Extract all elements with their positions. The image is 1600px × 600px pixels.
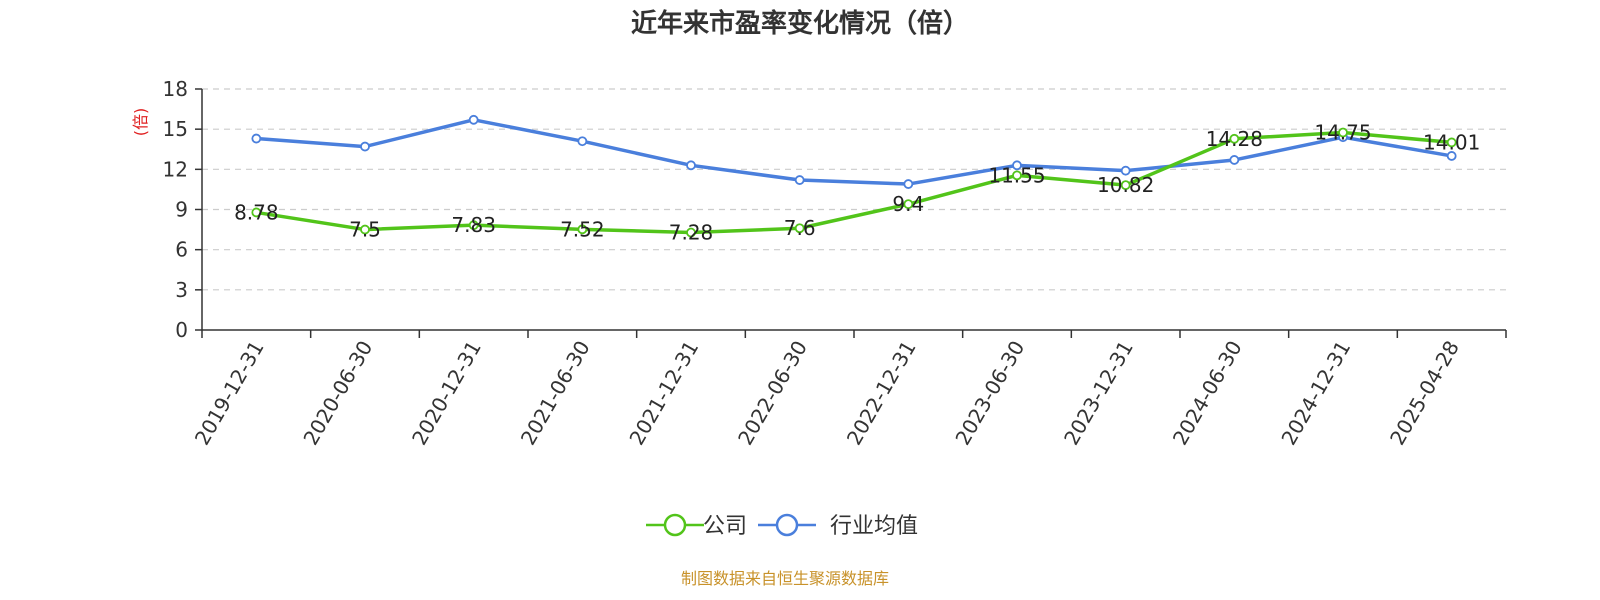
data-point [1012,160,1022,171]
source-note: 制图数据来自恒生聚源数据库 [681,569,889,588]
data-label: 7.28 [669,221,714,245]
x-tick-label: 2022-12-31 [842,336,921,449]
legend-marker [663,513,687,537]
data-point [360,141,370,152]
data-label: 7.5 [349,218,381,242]
data-point [903,199,914,210]
legend-item-1[interactable]: 行业均值 [758,513,918,539]
x-tick-label: 2019-12-31 [190,337,269,450]
y-tick-label: 0 [175,318,188,342]
x-tick-label: 2023-06-30 [950,337,1029,450]
data-label: 7.83 [451,213,496,237]
x-tick-label: 2020-12-31 [407,336,486,449]
grid-layer [202,88,1506,291]
data-label: 9.4 [892,192,924,216]
data-label: 14.28 [1206,127,1263,151]
data-point [468,114,479,125]
y-tick-label: 6 [175,238,188,262]
data-point [794,223,805,234]
y-tick-label: 18 [163,77,188,101]
x-tick-label: 2023-12-31 [1059,337,1138,450]
x-tick-label: 2020-06-30 [298,337,377,450]
data-label: 7.52 [560,217,605,241]
data-point [251,207,262,218]
data-point [1446,151,1457,161]
y-axis-label: (倍) [131,108,150,137]
x-tick-label: 2024-12-31 [1276,337,1355,450]
y-tick-label: 12 [163,157,188,181]
y-tick-label: 3 [175,278,188,302]
axis-layer: 0 3 6 9 12 15 18 2019-12-31 2020-06-30 2020-12-31… [163,77,1507,450]
legend-marker [775,513,799,537]
legend-label: 行业均值 [830,514,918,539]
x-tick-label: 2025-04-28 [1385,337,1464,450]
data-point [577,136,588,147]
y-tick-label: 9 [175,198,188,222]
data-point [360,224,370,235]
series-line-0 [256,130,1452,235]
data-label: 14.01 [1423,130,1480,154]
data-point [794,175,805,185]
data-label: 7.6 [784,216,816,240]
data-point [1338,127,1348,138]
data-point [1120,165,1131,176]
data-point [903,179,914,189]
x-tick-label: 2022-06-30 [733,337,812,450]
data-point [1229,133,1240,144]
legend[interactable]: 公司 行业均值 [646,513,918,539]
legend-label: 公司 [703,514,747,539]
x-tick-label: 2021-12-31 [624,337,703,450]
legend-item-0[interactable]: 公司 [646,513,747,539]
data-label: 10.82 [1097,173,1154,197]
data-point [468,220,479,231]
data-label: 8.78 [234,200,279,224]
series-line-1 [256,118,1452,186]
y-tick-label: 15 [163,117,188,141]
data-point [1120,180,1131,191]
data-label-layer: 8.78 7.5 7.83 7.52 7.28 7.6 9.4 11.55 10.82 14.28… [234,121,1480,245]
data-point [686,227,696,238]
data-point [1012,170,1022,181]
data-point [686,160,696,171]
x-tick-label: 2021-06-30 [516,337,595,450]
series-layer [251,114,1457,238]
data-point [577,224,588,235]
data-point [251,133,262,144]
data-point [1229,155,1240,165]
data-label: 11.55 [988,163,1045,187]
x-tick-label: 2024-06-30 [1168,337,1247,450]
chart-title: 近年来市盈率变化情况（倍） [631,8,969,39]
data-label: 14.75 [1314,121,1371,145]
data-point [1446,137,1457,148]
